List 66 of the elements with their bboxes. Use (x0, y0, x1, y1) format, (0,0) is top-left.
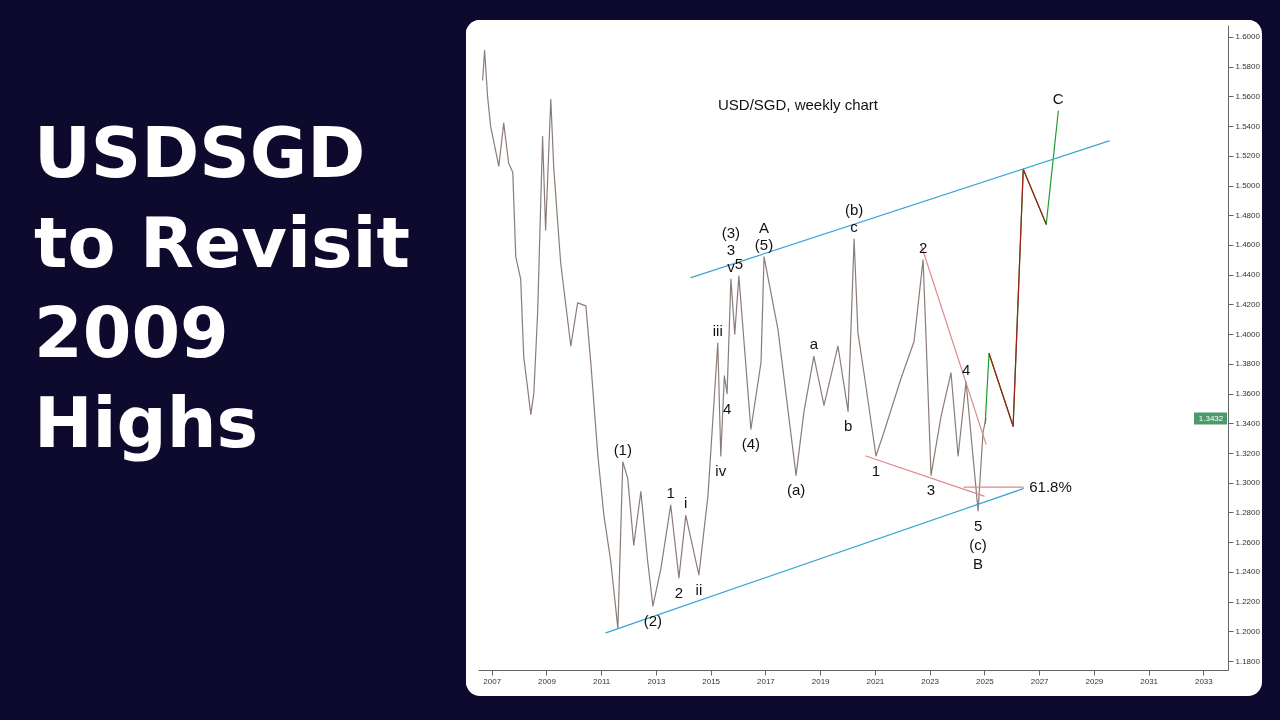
annotation: b (843, 417, 853, 435)
y-tick-label: 1.3400 (1235, 418, 1261, 428)
y-tick-label: 1.5400 (1235, 121, 1261, 131)
x-tick-label: 2017 (757, 676, 776, 686)
y-tick-label: 1.1800 (1235, 656, 1261, 666)
y-tick-label: 1.4800 (1235, 210, 1261, 220)
x-tick-label: 2019 (811, 676, 831, 686)
x-tick-label: 2013 (647, 676, 666, 686)
y-tick-label: 1.2800 (1235, 507, 1261, 517)
annotation: (c) (969, 535, 987, 553)
annotation: 1 (666, 484, 675, 502)
y-tick-label: 1.2600 (1235, 537, 1261, 547)
x-tick-label: 2023 (921, 676, 940, 686)
annotation: (2) (643, 612, 663, 630)
annotation: ii (695, 580, 703, 598)
annotation: (5) (754, 235, 774, 253)
x-tick-label: 2011 (593, 676, 611, 686)
y-tick-label: 1.3600 (1235, 389, 1261, 399)
y-tick-label: 1.3000 (1235, 478, 1261, 488)
x-tick-label: 2007 (483, 676, 502, 686)
text: USDSGD to Revisit 2009 Highs (34, 111, 412, 466)
x-tick-label: 2029 (1085, 676, 1104, 686)
annotation: A (759, 218, 770, 236)
y-tick-label: 1.5200 (1235, 151, 1261, 161)
x-tick-label: 2031 (1140, 676, 1159, 686)
annotation: iii (712, 322, 723, 340)
annotation: C (1052, 90, 1064, 108)
annotation: iv (715, 461, 727, 479)
annotation: 2 (674, 583, 684, 601)
annotation: 4 (961, 360, 971, 378)
annotation: (a) (786, 481, 806, 499)
y-tick-label: 1.5000 (1235, 181, 1261, 191)
y-tick-label: 1.5600 (1235, 91, 1261, 101)
text: USD/SGD, weekly chart (717, 96, 879, 113)
x-tick-label: 2025 (975, 676, 995, 686)
annotation: a (809, 335, 819, 353)
annotation: B (973, 554, 984, 572)
y-tick-label: 1.4200 (1235, 299, 1261, 309)
annotation: 3 (726, 241, 736, 259)
y-tick-label: 1.3800 (1235, 359, 1261, 369)
annotation: 2 (918, 238, 928, 256)
annotation: i (684, 494, 688, 512)
y-tick-label: 1.3200 (1235, 448, 1261, 458)
x-tick-label: 2009 (538, 676, 557, 686)
y-tick-label: 1.2000 (1235, 626, 1261, 636)
y-tick-label: 1.5800 (1235, 62, 1261, 72)
annotation: 3 (926, 481, 936, 499)
annotation: (b) (844, 201, 864, 219)
x-tick-label: 2015 (702, 676, 721, 686)
annotation: 5 (973, 516, 983, 534)
annotation: 1 (871, 461, 881, 479)
x-tick-label: 2021 (866, 676, 885, 686)
y-tick-label: 1.2400 (1235, 567, 1261, 577)
annotation: (3) (721, 224, 741, 242)
y-tick-label: 1.4000 (1235, 329, 1261, 339)
annotation: 61.8% (1029, 478, 1072, 496)
annotation: 1.3432 (1198, 413, 1224, 423)
y-tick-label: 1.4400 (1235, 270, 1261, 280)
y-tick-label: 1.4600 (1235, 240, 1261, 250)
y-tick-label: 1.2200 (1235, 597, 1261, 607)
annotation: (4) (741, 435, 761, 453)
annotation: 4 (722, 399, 732, 417)
y-tick-label: 1.6000 (1235, 32, 1261, 42)
x-tick-label: 2033 (1194, 676, 1214, 686)
x-tick-label: 2027 (1030, 676, 1050, 686)
annotation: (1) (613, 440, 632, 458)
